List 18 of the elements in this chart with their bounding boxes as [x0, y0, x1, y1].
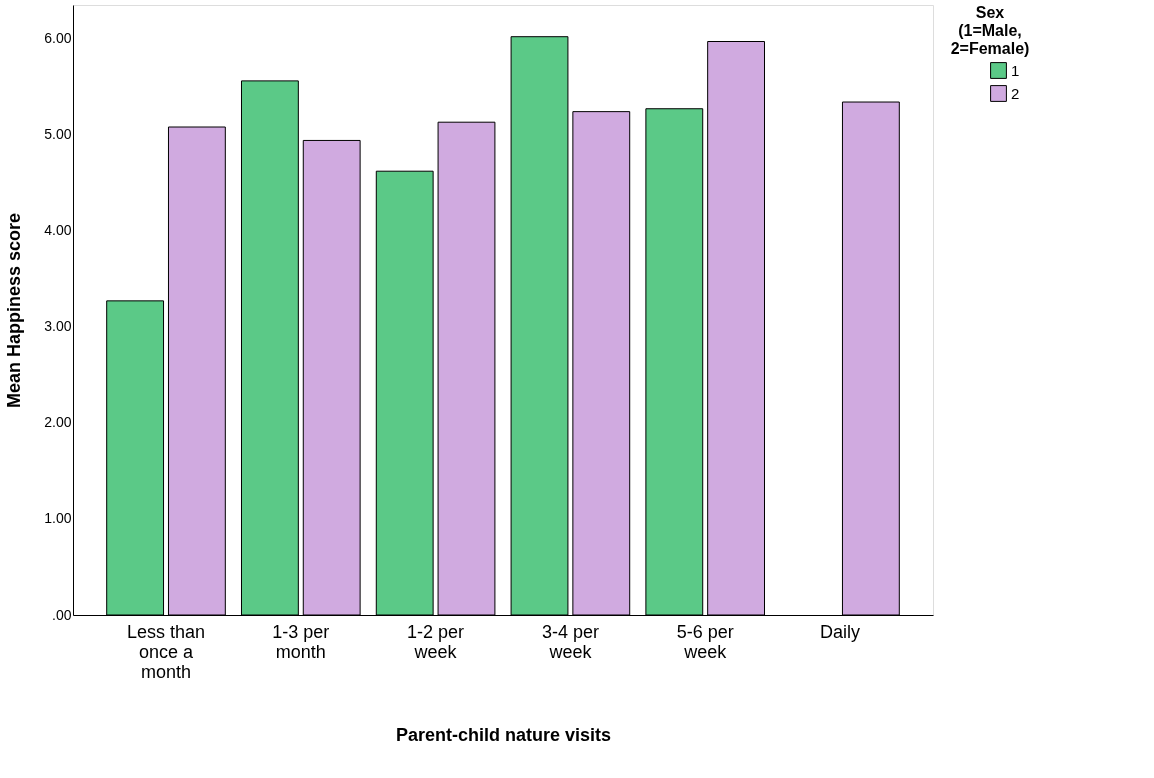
legend-label: 2: [1011, 84, 1020, 102]
y-tick-label: .00: [52, 606, 72, 623]
legend-label: 1: [1011, 61, 1020, 79]
x-axis-title: Parent-child nature visits: [395, 724, 612, 745]
y-tick-label: 1.00: [44, 510, 72, 527]
x-tick-label: 1-3 per month: [272, 621, 330, 662]
y-tick-label: 5.00: [44, 126, 72, 143]
legend-title: Sex (1=Male, 2=Female): [950, 4, 1030, 57]
x-tick-label: Daily: [819, 621, 860, 642]
y-tick-label: 3.00: [44, 318, 72, 335]
y-tick-label: 6.00: [44, 30, 72, 47]
x-tick-label: 5-6 per week: [676, 621, 734, 662]
y-tick-label: 4.00: [44, 222, 72, 239]
x-tick-label: Less than once a month: [126, 621, 206, 682]
y-tick-label: 2.00: [44, 414, 72, 431]
y-axis-title: Mean Happiness score: [4, 212, 25, 409]
x-tick-label: 1-2 per week: [407, 621, 465, 662]
x-tick-label: 3-4 per week: [541, 621, 599, 662]
